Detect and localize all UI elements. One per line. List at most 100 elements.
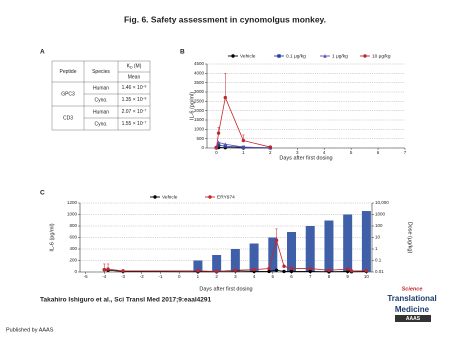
logo-bar (395, 315, 431, 322)
marker (267, 269, 271, 274)
dose-bar (361, 211, 371, 272)
marker (274, 268, 279, 272)
kd-exponent: −7 (143, 108, 147, 112)
logo-text: Medicine (395, 305, 430, 314)
legend-label: 10 μg/kg (372, 53, 391, 59)
legend-marker (363, 54, 367, 58)
kd-base: 1.46 × 10 (122, 85, 143, 91)
y-tick-label: 600 (69, 235, 77, 240)
kd-unit: (M) (132, 64, 141, 70)
y-tick-label: 4500 (194, 61, 205, 66)
x-tick-label: 5 (350, 150, 353, 155)
logo-text: AAAS (406, 316, 421, 322)
x-tick-label: 2 (269, 150, 272, 155)
table-cell: Cyno. (94, 97, 107, 103)
y-tick-label: 500 (196, 136, 204, 141)
y2-tick-label: 10 (375, 235, 381, 240)
marker (252, 268, 256, 272)
journal-logo: Science Translational Medicine AAAS (387, 286, 436, 322)
marker (102, 268, 107, 272)
table-cell: Cyno. (94, 121, 107, 127)
table-cell: Human (93, 109, 109, 115)
table-cell: 2.07 × 10−7 (122, 108, 147, 115)
legend-marker (323, 54, 327, 58)
x-tick-label: 7 (404, 150, 407, 155)
x-tick-label: 7 (309, 274, 312, 279)
dose-bar (305, 226, 315, 272)
x-tick-label: 4 (323, 150, 326, 155)
legend-label: ERY974 (217, 194, 235, 200)
marker (223, 142, 228, 146)
dose-bar (343, 214, 353, 272)
table-header: Species (92, 69, 110, 75)
y-tick-label: 400 (69, 246, 77, 251)
y-axis-title: IL-6 (pg/ml) (189, 92, 195, 120)
citation: Takahiro Ishiguro et al., Sci Transl Med… (40, 297, 212, 304)
y2-tick-label: 0.01 (375, 269, 384, 274)
marker (223, 95, 228, 100)
marker (196, 269, 200, 273)
table-cell: 1.46 × 10−9 (122, 84, 147, 91)
y-tick-label: 4000 (194, 71, 205, 76)
table-cell: 1.55 × 10−7 (122, 120, 147, 127)
series-line (104, 269, 367, 273)
publisher: Published by AAAS (6, 327, 54, 333)
table-cell: Human (93, 85, 109, 91)
x-tick-label: 0 (178, 274, 181, 279)
marker (327, 268, 331, 272)
marker (121, 269, 125, 273)
legend-marker (153, 195, 157, 199)
x-axis-title: Days after first dosing (279, 155, 332, 161)
x-tick-label: -1 (158, 274, 162, 279)
y-tick-label: 0 (201, 145, 204, 150)
dose-bar (212, 255, 222, 272)
x-tick-label: 1 (197, 274, 200, 279)
marker (282, 269, 286, 274)
table-header: KD (M) (127, 64, 142, 70)
kd-exponent: −7 (143, 120, 147, 124)
marker (364, 269, 369, 273)
kd-base: 1.35 × 10 (122, 97, 143, 103)
marker (233, 268, 238, 272)
logo-text: Translational (387, 294, 436, 303)
x-tick-label: 9 (346, 274, 349, 279)
y-tick-label: 200 (69, 258, 77, 263)
table-cell: GPC3 (61, 91, 75, 97)
y2-tick-label: 1 (375, 246, 378, 251)
legend-label: 0.1 μg/kg (286, 53, 306, 59)
marker (289, 269, 294, 274)
dose-bar (287, 232, 297, 272)
marker (349, 269, 354, 273)
table-cell: 1.35 × 10−9 (122, 96, 147, 103)
x-tick-label: 6 (290, 274, 293, 279)
affinity-table: Peptide Species KD (M) Mean GPC3 CD3 Hum… (51, 60, 151, 131)
y-tick-label: 2500 (194, 99, 205, 104)
y-tick-label: 1000 (194, 127, 205, 132)
marker (308, 266, 312, 271)
marker (216, 143, 221, 147)
panel-label: B (180, 49, 185, 56)
figure-title: Fig. 6. Safety assessment in cynomolgus … (124, 14, 326, 24)
dose-bar (193, 260, 203, 272)
kd-base: 1.55 × 10 (122, 121, 143, 127)
legend-label: Vehicle (162, 194, 178, 200)
y-tick-label: 3500 (194, 80, 205, 85)
x-tick-label: 6 (377, 150, 380, 155)
legend-marker (277, 54, 281, 58)
table-cell: CD3 (63, 115, 73, 121)
y2-tick-label: 0.1 (375, 258, 382, 263)
y2-tick-label: 100 (375, 223, 383, 228)
marker (274, 238, 279, 243)
y-tick-label: 3000 (194, 89, 205, 94)
kd-symbol: K (127, 64, 131, 70)
marker (214, 269, 219, 274)
x-tick-label: 4 (253, 274, 256, 279)
x-tick-label: 3 (296, 150, 299, 155)
dose-bar (249, 243, 259, 272)
y-tick-label: 1000 (67, 212, 78, 217)
dose-bar (230, 249, 240, 272)
marker (345, 267, 350, 271)
marker (216, 131, 221, 135)
x-tick-label: -5 (84, 274, 88, 279)
